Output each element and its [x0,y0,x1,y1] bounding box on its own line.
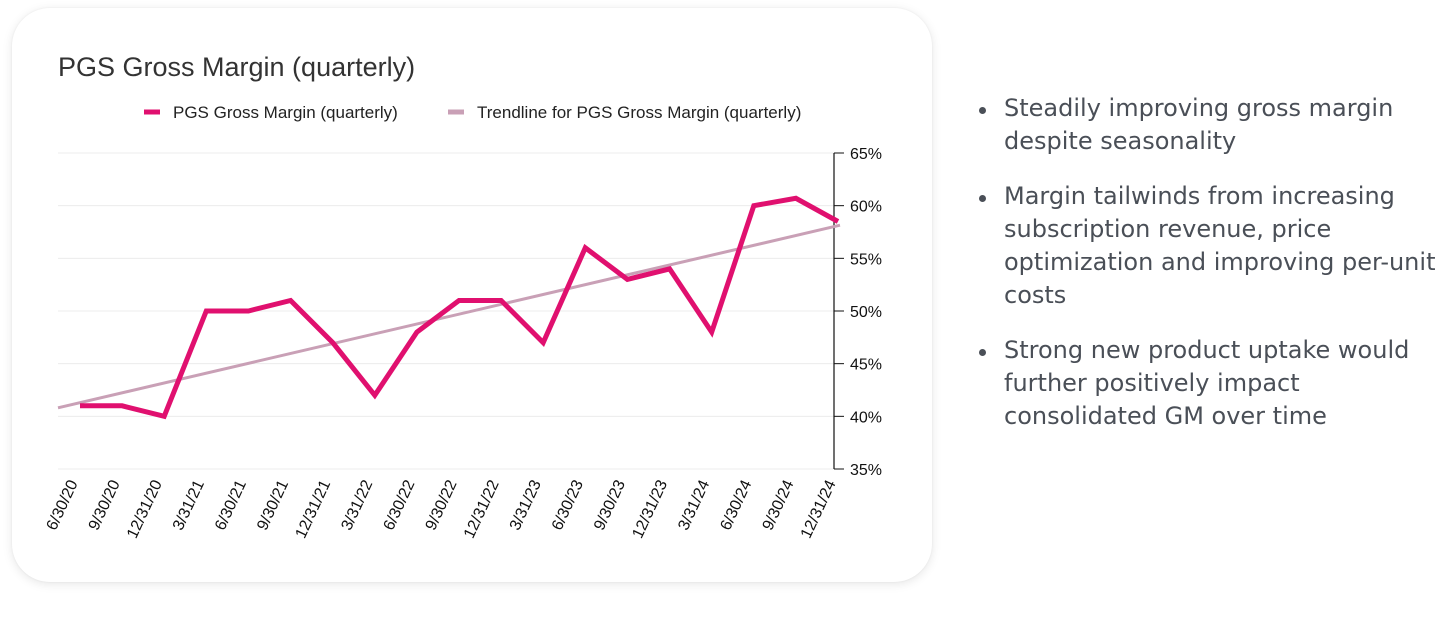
y-axis: 35% 40% 45% 50% 55% 60% 65% [833,146,882,479]
y-tick-label: 65% [850,146,882,163]
x-tick-label: 6/30/20 [44,477,82,533]
x-tick-label: 6/30/23 [549,477,587,533]
x-tick-label: 9/30/20 [86,477,124,533]
legend-label-trendline: Trendline for PGS Gross Margin (quarterl… [477,103,801,122]
x-tick-label: 12/31/22 [461,477,503,541]
bullet-dot-icon [979,195,986,202]
y-tick-label: 50% [850,304,882,321]
x-tick-label: 9/30/23 [591,477,629,533]
x-tick-label: 3/31/21 [170,477,208,533]
x-tick-label: 6/30/22 [381,477,419,533]
bullet-dot-icon [979,349,986,356]
x-tick-label: 12/31/20 [124,477,166,541]
bullet-list: Steadily improving gross margin despite … [976,92,1436,455]
x-tick-label: 3/31/22 [338,477,376,533]
bullet-dot-icon [979,107,986,114]
x-tick-label: 9/30/22 [423,477,461,533]
legend: PGS Gross Margin (quarterly) Trendline f… [144,103,801,122]
series-lines [57,195,841,420]
bullet-item: Margin tailwinds from increasing subscri… [976,180,1436,312]
y-tick-label: 45% [850,357,882,374]
x-tick-label: 12/31/23 [629,477,671,541]
chart-card: PGS Gross Margin (quarterly) PGS Gross M… [12,8,932,582]
x-tick-label: 12/31/24 [798,477,840,541]
x-tick-label: 3/31/23 [507,477,545,533]
y-tick-label: 55% [850,251,882,268]
bullet-item: Strong new product uptake would further … [976,334,1436,433]
gross-margin-line [80,195,840,420]
trendline [57,223,841,410]
bullet-text: Strong new product uptake would further … [1004,336,1410,430]
x-tick-label: 6/30/24 [717,477,755,533]
chart-title: PGS Gross Margin (quarterly) [58,52,415,82]
y-tick-label: 40% [850,409,882,426]
y-tick-label: 60% [850,199,882,216]
x-tick-label: 9/30/21 [254,477,292,533]
bullet-text: Margin tailwinds from increasing subscri… [1004,182,1436,309]
x-tick-label: 3/31/24 [675,477,713,533]
x-tick-label: 6/30/21 [212,477,250,533]
y-tick-label: 35% [850,462,882,479]
bullet-text: Steadily improving gross margin despite … [1004,94,1394,155]
x-tick-label: 12/31/21 [293,477,335,541]
x-axis-ticks: 6/30/20 9/30/20 12/31/20 3/31/21 6/30/21 9/30… [44,477,840,541]
x-tick-label: 9/30/24 [760,477,798,533]
gross-margin-chart: PGS Gross Margin (quarterly) PGS Gross M… [44,52,882,541]
bullet-item: Steadily improving gross margin despite … [976,92,1436,158]
legend-label-margin: PGS Gross Margin (quarterly) [173,103,398,122]
